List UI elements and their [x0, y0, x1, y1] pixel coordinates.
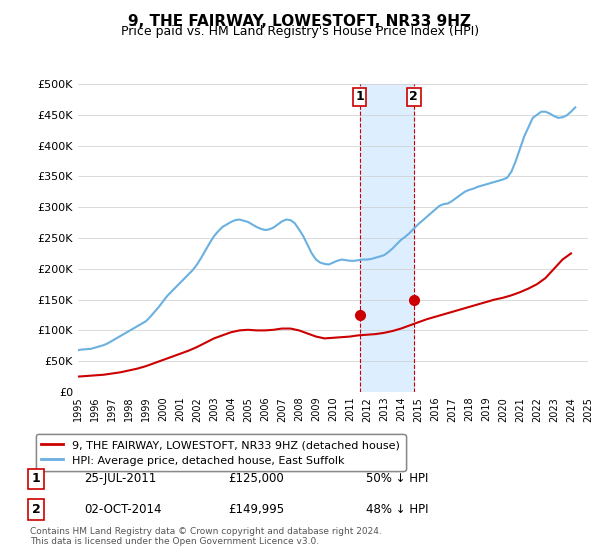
Text: Contains HM Land Registry data © Crown copyright and database right 2024.
This d: Contains HM Land Registry data © Crown c… — [30, 526, 382, 546]
Text: 9, THE FAIRWAY, LOWESTOFT, NR33 9HZ: 9, THE FAIRWAY, LOWESTOFT, NR33 9HZ — [128, 14, 472, 29]
Text: £125,000: £125,000 — [228, 472, 284, 486]
Text: 48% ↓ HPI: 48% ↓ HPI — [366, 503, 428, 516]
Text: 50% ↓ HPI: 50% ↓ HPI — [366, 472, 428, 486]
Text: 2: 2 — [409, 90, 418, 103]
Legend: 9, THE FAIRWAY, LOWESTOFT, NR33 9HZ (detached house), HPI: Average price, detach: 9, THE FAIRWAY, LOWESTOFT, NR33 9HZ (det… — [35, 434, 406, 471]
Text: 1: 1 — [355, 90, 364, 103]
Text: Price paid vs. HM Land Registry's House Price Index (HPI): Price paid vs. HM Land Registry's House … — [121, 25, 479, 38]
Text: 2: 2 — [32, 503, 40, 516]
Bar — [359, 84, 414, 392]
Text: £149,995: £149,995 — [228, 503, 284, 516]
Text: 25-JUL-2011: 25-JUL-2011 — [84, 472, 156, 486]
Text: 1: 1 — [32, 472, 40, 486]
Text: 02-OCT-2014: 02-OCT-2014 — [84, 503, 161, 516]
